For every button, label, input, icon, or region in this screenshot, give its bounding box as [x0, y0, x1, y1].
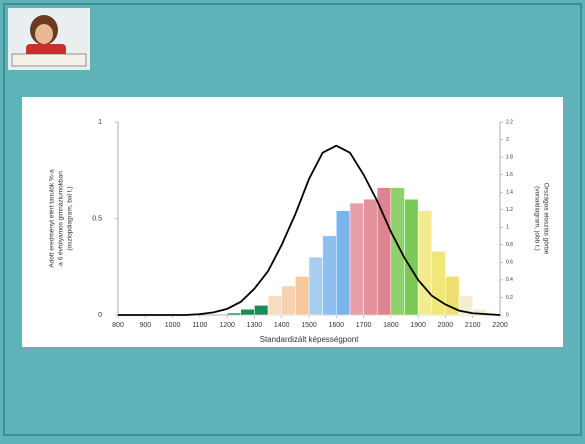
y-axis-title: Adott eredményt elért tanulók %-a [49, 169, 56, 268]
bar [336, 210, 351, 316]
bar [226, 312, 242, 316]
y2-tick-label: 2 [506, 137, 509, 143]
x-tick-label: 2100 [465, 322, 481, 329]
y-tick-label: 0.5 [92, 215, 102, 222]
x-tick-label: 800 [112, 322, 124, 329]
x-tick-label: 1000 [165, 322, 181, 329]
y2-tick-label: 1.4 [506, 190, 513, 196]
curve [118, 144, 501, 316]
y2-tick-label: 0 [506, 312, 509, 318]
bar [363, 198, 378, 316]
bar [308, 256, 323, 316]
bar [349, 202, 364, 316]
slide-border [3, 3, 582, 436]
x-tick-label: 1300 [247, 322, 263, 329]
photo-books [11, 53, 87, 67]
bar [417, 210, 433, 316]
x-tick-label: 1100 [192, 322, 207, 329]
bar [458, 295, 473, 316]
x-tick-label: 1600 [328, 322, 344, 329]
y2-axis-title: (vonaldiagram, jobb t.) [533, 186, 540, 251]
y2-tick-label: 2.2 [506, 119, 513, 125]
y-tick-label: 0 [98, 312, 102, 319]
x-tick-label: 2000 [438, 322, 454, 329]
bar [295, 276, 310, 316]
bar [281, 285, 296, 316]
y-axis-title: a 6 évfolyamos gimnáziumokban [58, 171, 65, 266]
y2-tick-label: 1.2 [506, 207, 513, 213]
y2-tick-label: 0.2 [506, 295, 513, 301]
x-tick-label: 1200 [219, 322, 235, 329]
y2-tick-label: 1.8 [506, 154, 513, 160]
x-tick-label: 1800 [383, 322, 399, 329]
bar [404, 198, 419, 316]
bar [254, 305, 269, 316]
y2-axis-title: Országos eloszlás görbe [542, 183, 549, 255]
x-tick-label: 2200 [492, 322, 508, 329]
bar [472, 308, 487, 316]
y2-tick-label: 1 [506, 225, 509, 231]
bar [322, 235, 337, 316]
y2-tick-label: 0.6 [506, 260, 513, 266]
bar [240, 308, 255, 316]
bar [267, 295, 282, 316]
x-tick-label: 1500 [301, 322, 317, 329]
x-tick-label: 1700 [356, 322, 372, 329]
x-axis-title: Standardizált képességpont [260, 335, 360, 344]
y2-tick-label: 1.6 [506, 172, 513, 178]
bar [390, 187, 405, 316]
x-tick-label: 1900 [410, 322, 426, 329]
y-tick-label: 1 [98, 119, 102, 126]
bar [431, 251, 446, 316]
y2-tick-label: 0.8 [506, 242, 513, 248]
photo [8, 8, 90, 70]
x-tick-label: 1400 [274, 322, 290, 329]
y2-tick-label: 0.4 [506, 277, 513, 283]
x-tick-label: 900 [139, 322, 151, 329]
y-axis-title: (oszlopdiagram, bal t.) [67, 186, 74, 250]
photo-face [35, 24, 53, 44]
